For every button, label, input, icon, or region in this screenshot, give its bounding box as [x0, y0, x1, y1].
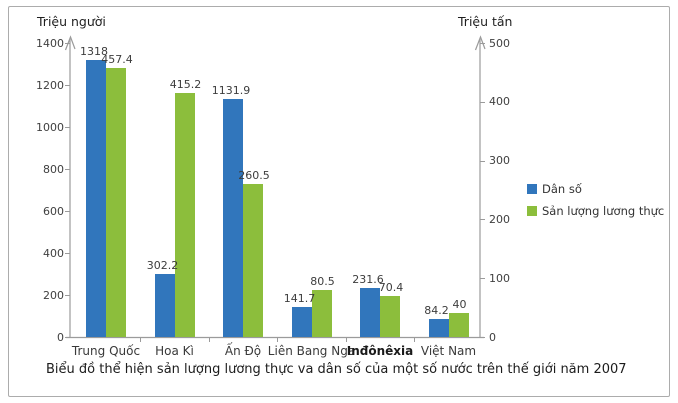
right-axis-tick	[480, 101, 485, 103]
value-label-dan-so: 1131.9	[211, 84, 251, 98]
category-label: Ấn Độ	[224, 344, 262, 358]
category-boundary-tick	[140, 338, 142, 342]
bar-dan-so	[360, 288, 380, 337]
category-label: Inđônêxia	[346, 344, 414, 358]
left-axis-tick-label: 400	[43, 246, 64, 260]
bar-dan-so	[154, 273, 175, 337]
left-axis-tick-label: 800	[43, 162, 64, 176]
right-axis-tick-label: 300	[489, 154, 510, 168]
legend-swatch-san-luong	[527, 206, 537, 216]
bar-dan-so	[428, 319, 449, 337]
left-axis-tick	[65, 169, 70, 170]
legend-swatch-dan-so	[527, 184, 537, 194]
value-label-dan-so: 302.2	[146, 258, 179, 272]
left-axis-tick	[65, 337, 70, 338]
legend-label-san-luong: Sản lượng lương thực	[542, 204, 665, 218]
right-axis-tick-label: 200	[489, 212, 510, 226]
bar-san-luong	[311, 289, 332, 337]
value-label-san-luong: 40	[452, 298, 467, 312]
bar-san-luong	[106, 68, 126, 337]
legend: Dân số Sản lượng lương thực	[527, 182, 664, 226]
left-axis-tick-label: 600	[43, 204, 64, 218]
category-boundary-tick	[345, 338, 347, 342]
value-label-dan-so: 84.2	[424, 304, 449, 318]
left-axis-arrow-icon	[64, 35, 76, 51]
legend-label-dan-so: Dân số	[542, 182, 582, 196]
category-label: Hoa Kì	[155, 344, 194, 358]
right-axis-tick-label: 500	[489, 36, 510, 50]
left-axis-tick	[65, 127, 70, 128]
right-axis-tick	[480, 337, 485, 338]
legend-item-dan-so: Dân số	[527, 182, 664, 196]
right-axis-tick-label: 100	[489, 271, 510, 285]
left-axis-tick-label: 200	[43, 288, 64, 302]
bar-san-luong	[448, 313, 469, 337]
right-axis-tick	[480, 160, 485, 162]
value-label-san-luong: 260.5	[238, 168, 270, 182]
bar-san-luong	[174, 92, 195, 337]
chart-caption: Biểu đồ thể hiện sản lượng lương thực va…	[46, 362, 627, 377]
value-label-san-luong: 457.4	[101, 53, 133, 67]
left-axis-tick	[65, 253, 70, 254]
category-boundary-tick	[414, 338, 416, 342]
category-boundary-tick	[277, 338, 279, 342]
bar-san-luong	[243, 183, 263, 337]
value-label-dan-so: 1318	[80, 45, 108, 59]
right-axis-arrow-icon	[474, 35, 486, 51]
left-axis-tick	[65, 295, 70, 296]
right-axis-tick-label: 400	[489, 95, 510, 109]
left-axis-tick-label: 0	[57, 330, 64, 344]
bar-dan-so	[86, 60, 106, 337]
bar-dan-so	[291, 307, 312, 337]
value-label-san-luong: 80.5	[310, 274, 335, 288]
bar-dan-so	[223, 99, 243, 337]
left-axis-title: Triệu người	[37, 14, 106, 29]
value-label-dan-so: 141.7	[283, 292, 316, 306]
left-axis-tick-label: 1200	[36, 78, 64, 92]
right-axis-tick	[480, 43, 485, 44]
left-axis-tick-label: 1000	[36, 120, 64, 134]
category-label: Liên Bang Nga	[267, 344, 356, 358]
right-axis-title: Triệu tấn	[458, 14, 513, 29]
value-label-dan-so: 231.6	[352, 273, 384, 287]
right-axis-tick	[480, 219, 485, 221]
value-label-san-luong: 70.4	[378, 280, 404, 294]
category-boundary-tick	[208, 338, 210, 342]
left-axis-tick	[65, 211, 70, 212]
category-label: Trung Quốc	[71, 344, 141, 358]
bar-san-luong	[380, 295, 400, 337]
left-axis-tick	[65, 43, 70, 44]
left-axis-tick-label: 1400	[36, 36, 64, 50]
value-label-san-luong: 415.2	[169, 77, 202, 91]
left-axis-tick	[65, 85, 70, 86]
right-axis-tick-label: 0	[489, 330, 496, 344]
right-axis-tick	[480, 278, 485, 280]
legend-item-san-luong: Sản lượng lương thực	[527, 204, 664, 218]
category-label: Việt Nam	[420, 344, 477, 358]
